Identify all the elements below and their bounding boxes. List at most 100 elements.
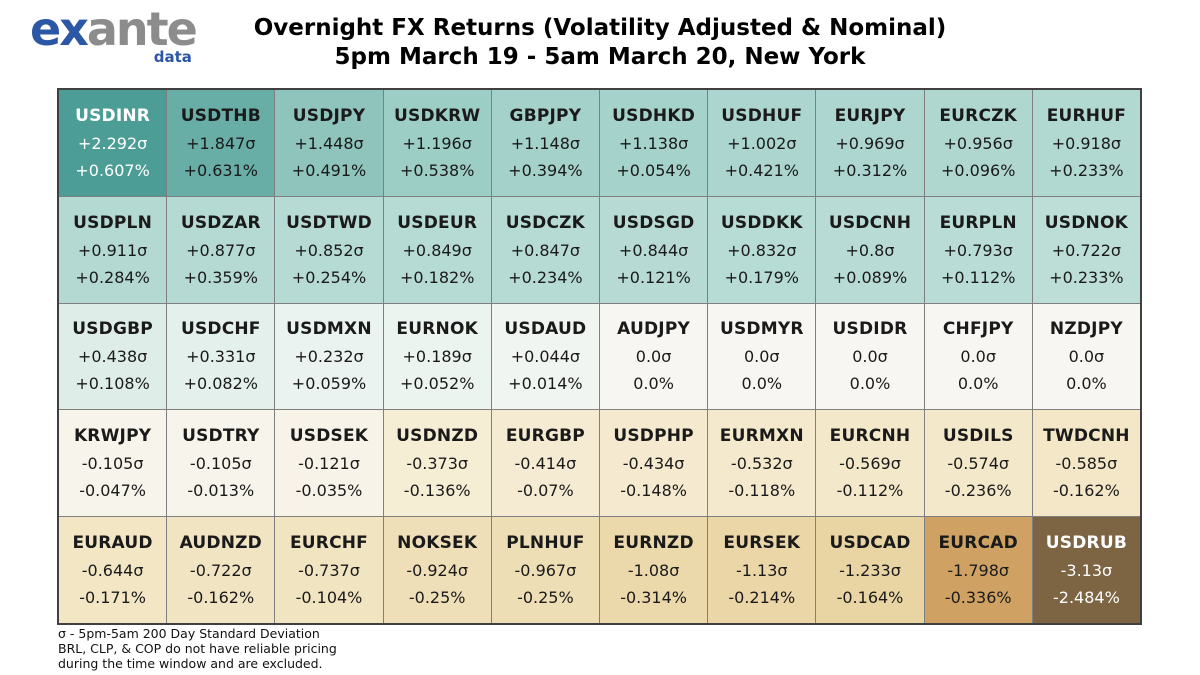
fx-pair-label: EURMXN bbox=[719, 426, 804, 447]
fx-pair-label: USDTHB bbox=[180, 105, 261, 126]
fx-pair-label: USDTWD bbox=[286, 212, 372, 233]
fx-sigma-value: +0.044σ bbox=[510, 347, 581, 367]
fx-pair-label: USDRUB bbox=[1045, 533, 1127, 554]
fx-cell-usdnok: USDNOK +0.722σ +0.233% bbox=[1032, 196, 1140, 303]
fx-pair-label: USDCNH bbox=[828, 212, 912, 233]
fx-cell-usddkk: USDDKK +0.832σ +0.179% bbox=[708, 196, 816, 303]
fx-pct-value: 0.0% bbox=[849, 374, 891, 394]
fx-sigma-value: +0.844σ bbox=[618, 240, 689, 260]
fx-pct-value: 0.0% bbox=[741, 374, 783, 394]
fx-pct-value: -0.148% bbox=[620, 481, 687, 501]
fx-sigma-value: +0.877σ bbox=[186, 240, 256, 260]
fx-cell-usdchf: USDCHF +0.331σ +0.082% bbox=[167, 303, 275, 410]
fx-cell-usdaud: USDAUD +0.044σ +0.014% bbox=[491, 303, 599, 410]
fx-pct-value: -0.336% bbox=[944, 588, 1012, 608]
fx-pair-label: USDCAD bbox=[829, 533, 911, 554]
fx-cell-eurnzd: EURNZD -1.08σ -0.314% bbox=[599, 517, 708, 623]
fx-pct-value: -0.07% bbox=[517, 481, 574, 501]
fx-pct-value: -0.136% bbox=[403, 481, 471, 501]
fx-pct-value: -0.236% bbox=[944, 481, 1012, 501]
fx-pair-label: GBPJPY bbox=[509, 105, 582, 126]
fx-pair-label: NOKSEK bbox=[397, 533, 478, 554]
fx-pair-label: USDIDR bbox=[832, 319, 908, 340]
fx-sigma-value: -0.574σ bbox=[947, 454, 1010, 474]
chart-subtitle: 5pm March 19 - 5am March 20, New York bbox=[334, 44, 866, 71]
fx-cell-audnzd: AUDNZD -0.722σ -0.162% bbox=[167, 517, 275, 623]
fx-cell-usdczk: USDCZK +0.847σ +0.234% bbox=[491, 196, 599, 303]
fx-cell-eurpln: EURPLN +0.793σ +0.112% bbox=[924, 196, 1032, 303]
fx-cell-usdzar: USDZAR +0.877σ +0.359% bbox=[167, 196, 275, 303]
fx-pct-value: +0.631% bbox=[183, 160, 258, 180]
fx-pair-label: NZDJPY bbox=[1049, 319, 1123, 340]
fx-pair-label: USDJPY bbox=[292, 105, 366, 126]
logo-wordmark: exante bbox=[30, 2, 198, 56]
fx-pair-label: KRWJPY bbox=[73, 426, 152, 447]
fx-pair-label: USDSEK bbox=[289, 426, 369, 447]
fx-pair-label: EURCNH bbox=[829, 426, 911, 447]
fx-pair-label: EURJPY bbox=[834, 105, 906, 126]
fx-pair-label: USDHUF bbox=[721, 105, 803, 126]
fx-pct-value: -0.25% bbox=[408, 588, 466, 608]
fx-sigma-value: +1.002σ bbox=[727, 133, 797, 153]
fx-sigma-value: +0.722σ bbox=[1051, 240, 1122, 260]
fx-sigma-value: 0.0σ bbox=[635, 347, 672, 367]
fx-sigma-value: -0.105σ bbox=[189, 454, 252, 474]
fx-cell-usdcnh: USDCNH +0.8σ +0.089% bbox=[816, 196, 924, 303]
fx-pair-label: TWDCNH bbox=[1043, 426, 1130, 447]
fx-sigma-value: -0.644σ bbox=[81, 561, 144, 581]
fx-cell-audjpy: AUDJPY 0.0σ 0.0% bbox=[599, 303, 708, 410]
fx-sigma-value: +0.918σ bbox=[1051, 133, 1122, 153]
logo-data-label: data bbox=[153, 48, 192, 66]
fx-pct-value: +0.421% bbox=[724, 160, 799, 180]
fx-sigma-value: +1.138σ bbox=[618, 133, 689, 153]
fx-sigma-value: -1.13σ bbox=[736, 561, 788, 581]
fx-pair-label: EURCHF bbox=[289, 533, 368, 554]
fx-pct-value: -0.164% bbox=[836, 588, 904, 608]
fx-pair-label: EURCAD bbox=[938, 533, 1018, 554]
fx-sigma-value: -0.373σ bbox=[406, 454, 469, 474]
fx-sigma-value: 0.0σ bbox=[1068, 347, 1105, 367]
exante-data-logo: exante data bbox=[30, 6, 198, 66]
fx-pct-value: -0.162% bbox=[187, 588, 255, 608]
fx-cell-eurnok: EURNOK +0.189σ +0.052% bbox=[383, 303, 491, 410]
fx-sigma-value: +0.331σ bbox=[186, 347, 256, 367]
fx-pct-value: +0.491% bbox=[291, 160, 367, 180]
fx-cell-usdmxn: USDMXN +0.232σ +0.059% bbox=[275, 303, 383, 410]
fx-cell-usdnzd: USDNZD -0.373σ -0.136% bbox=[383, 410, 491, 517]
fx-sigma-value: -1.08σ bbox=[627, 561, 680, 581]
fx-pair-label: USDMXN bbox=[286, 319, 372, 340]
fx-pair-label: EURSEK bbox=[723, 533, 801, 554]
fx-pct-value: +0.284% bbox=[75, 267, 150, 287]
fx-sigma-value: 0.0σ bbox=[852, 347, 888, 367]
fx-pct-value: +0.233% bbox=[1049, 160, 1124, 180]
fx-cell-usdgbp: USDGBP +0.438σ +0.108% bbox=[59, 303, 167, 410]
fx-cell-eurchf: EURCHF -0.737σ -0.104% bbox=[275, 517, 383, 623]
fx-sigma-value: +0.793σ bbox=[943, 240, 1013, 260]
fx-sigma-value: +0.849σ bbox=[402, 240, 472, 260]
fx-pair-label: AUDJPY bbox=[617, 319, 691, 340]
fx-cell-usdhuf: USDHUF +1.002σ +0.421% bbox=[708, 90, 816, 196]
fx-pct-value: +0.234% bbox=[508, 267, 583, 287]
fx-cell-usdtry: USDTRY -0.105σ -0.013% bbox=[167, 410, 275, 517]
fx-pair-label: USDILS bbox=[942, 426, 1014, 447]
fx-pair-label: USDPHP bbox=[613, 426, 694, 447]
fx-pair-label: EURNOK bbox=[396, 319, 478, 340]
fx-pair-label: USDTRY bbox=[182, 426, 260, 447]
fx-pair-label: USDPLN bbox=[73, 212, 153, 233]
fx-sigma-value: -0.722σ bbox=[189, 561, 252, 581]
fx-cell-krwjpy: KRWJPY -0.105σ -0.047% bbox=[59, 410, 167, 517]
fx-pair-label: EURGBP bbox=[505, 426, 585, 447]
fx-pct-value: +0.054% bbox=[616, 160, 691, 180]
fx-cell-usdsgd: USDSGD +0.844σ +0.121% bbox=[599, 196, 708, 303]
fx-pct-value: +0.096% bbox=[940, 160, 1016, 180]
fx-cell-usdphp: USDPHP -0.434σ -0.148% bbox=[599, 410, 708, 517]
fx-pct-value: +0.254% bbox=[291, 267, 367, 287]
fx-pct-value: 0.0% bbox=[957, 374, 999, 394]
fx-sigma-value: -0.434σ bbox=[622, 454, 685, 474]
fx-sigma-value: -3.13σ bbox=[1060, 561, 1113, 581]
fx-pair-label: PLNHUF bbox=[506, 533, 585, 554]
fx-pair-label: EURNZD bbox=[613, 533, 694, 554]
fx-cell-gbpjpy: GBPJPY +1.148σ +0.394% bbox=[491, 90, 599, 196]
fx-pct-value: +0.607% bbox=[75, 160, 150, 180]
fx-pct-value: +0.089% bbox=[832, 267, 908, 287]
